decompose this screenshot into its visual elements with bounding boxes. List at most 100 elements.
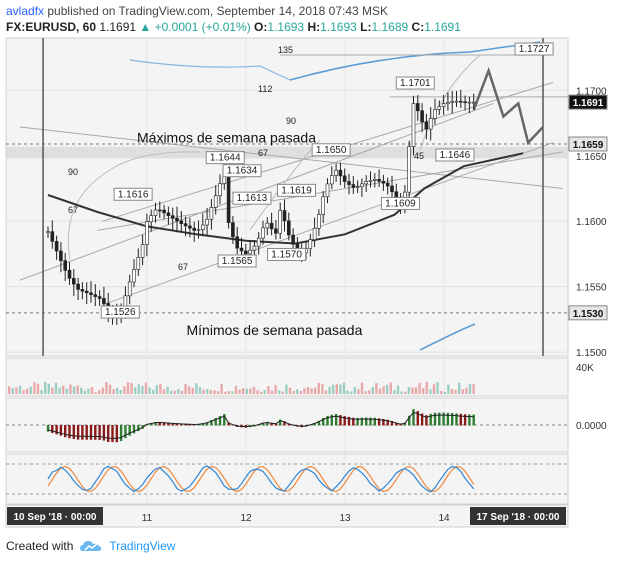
candle-body[interactable] [136, 256, 141, 270]
candle-body[interactable] [377, 179, 381, 182]
candle-body[interactable] [84, 290, 89, 294]
candle-body[interactable] [205, 218, 209, 226]
candle-body[interactable] [72, 278, 76, 285]
candle-body[interactable] [450, 100, 455, 103]
candle-body[interactable] [467, 101, 472, 104]
candle-body[interactable] [312, 227, 317, 240]
candle-body[interactable] [153, 209, 158, 216]
candle-body[interactable] [132, 269, 136, 283]
candle-body[interactable] [140, 244, 145, 258]
candle-body[interactable] [127, 281, 132, 297]
candle-body[interactable] [458, 100, 463, 103]
candle-body[interactable] [471, 101, 476, 104]
candle-body[interactable] [321, 196, 326, 215]
candle-body[interactable] [286, 220, 291, 236]
candle-body[interactable] [454, 100, 459, 103]
candle-body[interactable] [231, 222, 235, 238]
candle-body[interactable] [308, 239, 313, 249]
candle-body[interactable] [50, 231, 55, 242]
candle-body[interactable] [244, 250, 248, 255]
candle-body[interactable] [248, 249, 252, 255]
candle-body[interactable] [364, 181, 369, 185]
candle-body[interactable] [317, 214, 321, 229]
candle-body[interactable] [80, 289, 85, 292]
candle-body[interactable] [325, 183, 330, 198]
candle-body[interactable] [407, 146, 412, 193]
trend-line[interactable] [102, 142, 554, 306]
candle-body[interactable] [102, 298, 106, 304]
candle-body[interactable] [54, 241, 59, 252]
resistance-band [6, 146, 568, 159]
candle-body[interactable] [372, 179, 377, 181]
author-link[interactable]: avladfx [6, 4, 45, 18]
candle-body[interactable] [235, 236, 239, 249]
candle-body[interactable] [67, 270, 72, 279]
candle-body[interactable] [162, 209, 166, 214]
trend-line[interactable] [97, 151, 563, 231]
candle-body[interactable] [226, 172, 231, 223]
candle-body[interactable] [411, 103, 416, 147]
candle-body[interactable] [446, 102, 450, 104]
candle-body[interactable] [381, 180, 386, 184]
candle-body[interactable] [390, 185, 394, 193]
candle-body[interactable] [368, 180, 373, 182]
trend-line[interactable] [19, 126, 563, 189]
candle-body[interactable] [342, 175, 347, 182]
candle-body[interactable] [424, 121, 429, 130]
candle-body[interactable] [63, 260, 68, 271]
symbol-name[interactable]: FX:EURUSD, 60 [6, 20, 97, 34]
candle-body[interactable] [360, 183, 364, 188]
candle-body[interactable] [437, 106, 442, 110]
candle-body[interactable] [46, 231, 50, 233]
candle-body[interactable] [188, 225, 192, 229]
volume-bar [18, 385, 22, 394]
candle-body[interactable] [97, 296, 102, 299]
candle-body[interactable] [213, 195, 218, 208]
candle-body[interactable] [145, 221, 149, 245]
candle-body[interactable] [420, 110, 424, 123]
candle-body[interactable] [347, 181, 351, 185]
candle-body[interactable] [196, 229, 201, 231]
candle-body[interactable] [329, 175, 334, 185]
candle-body[interactable] [209, 207, 214, 220]
candle-body[interactable] [274, 228, 278, 234]
candle-body[interactable] [338, 169, 343, 177]
candle-body[interactable] [441, 103, 446, 107]
candle-body[interactable] [192, 227, 196, 231]
candle-body[interactable] [89, 292, 93, 295]
candle-body[interactable] [282, 210, 287, 222]
candle-body[interactable] [239, 247, 244, 252]
candle-body[interactable] [351, 184, 356, 188]
candle-body[interactable] [269, 222, 274, 230]
candle-body[interactable] [265, 222, 270, 229]
candle-body[interactable] [291, 234, 295, 245]
candle-body[interactable] [170, 215, 175, 219]
candle-body[interactable] [201, 224, 205, 230]
candle-body[interactable] [175, 218, 179, 222]
candle-body[interactable] [179, 220, 184, 224]
candle-body[interactable] [433, 109, 437, 119]
candle-body[interactable] [256, 237, 261, 247]
candle-body[interactable] [218, 183, 222, 196]
candle-body[interactable] [415, 103, 420, 112]
candle-body[interactable] [385, 182, 390, 187]
tradingview-brand[interactable]: TradingView [109, 539, 176, 553]
candle-body[interactable] [76, 283, 80, 290]
candle-body[interactable] [252, 245, 257, 251]
candle-body[interactable] [261, 227, 265, 239]
candle-body[interactable] [355, 186, 360, 189]
candle-body[interactable] [278, 210, 283, 234]
candle-body[interactable] [149, 215, 153, 223]
candle-body[interactable] [158, 209, 162, 212]
candle-body[interactable] [93, 294, 98, 297]
candle-body[interactable] [166, 212, 171, 216]
time-axis[interactable] [5, 504, 569, 528]
candle-body[interactable] [463, 101, 467, 104]
stoch-pane[interactable] [5, 453, 569, 505]
forecast-path[interactable] [472, 66, 544, 146]
candle-body[interactable] [183, 223, 188, 227]
candle-body[interactable] [428, 118, 433, 130]
candle-body[interactable] [59, 250, 63, 261]
candle-body[interactable] [334, 169, 338, 176]
